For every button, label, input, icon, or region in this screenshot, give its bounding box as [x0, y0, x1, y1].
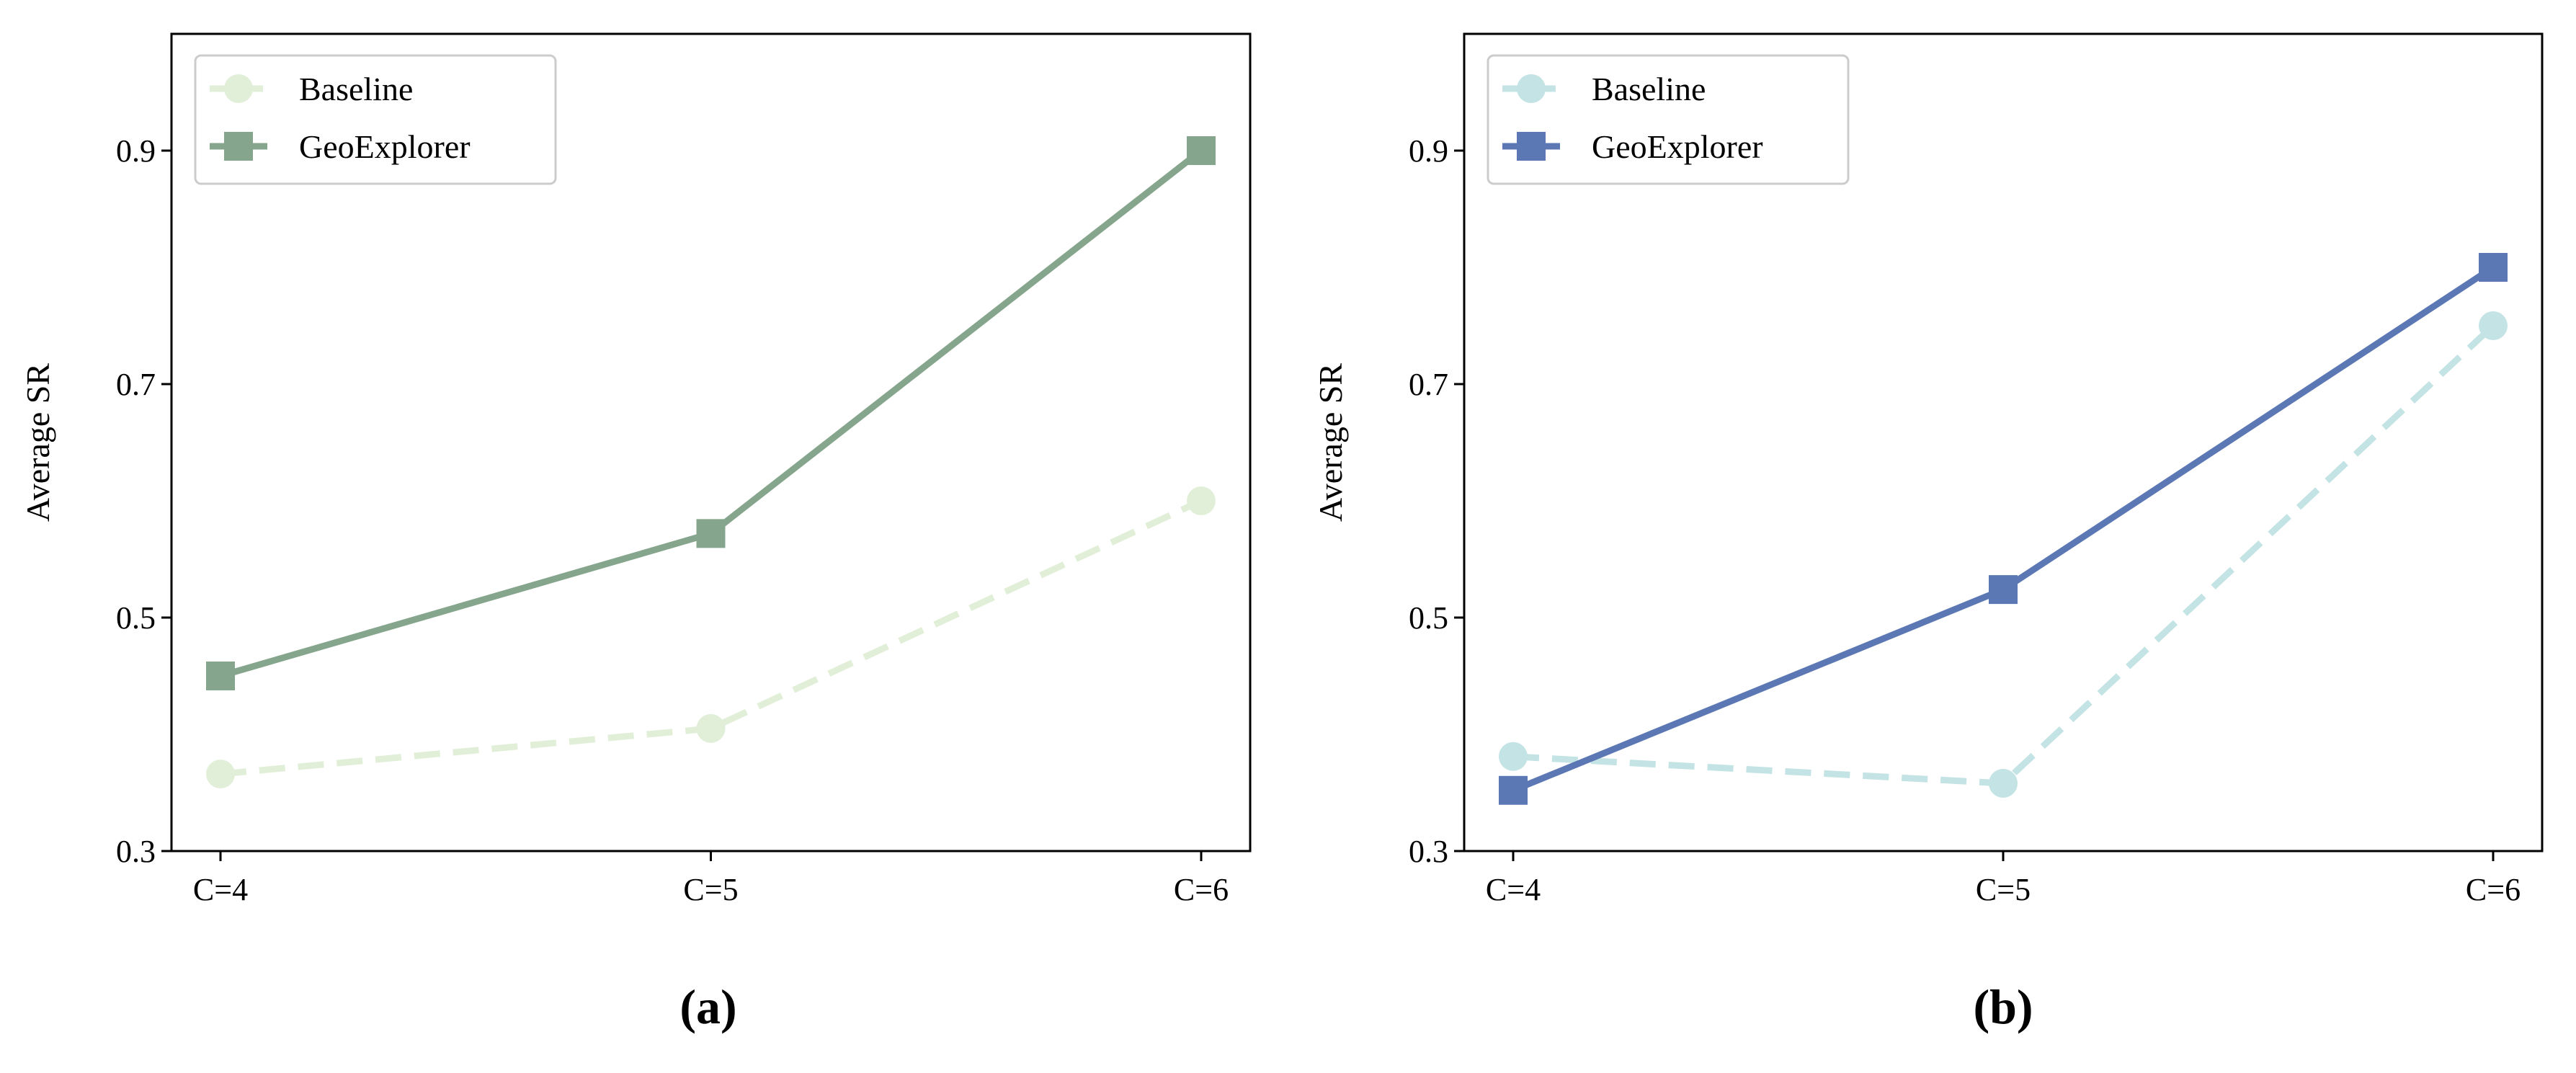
- legend-sample-geoexplorer-a: [210, 132, 267, 161]
- series-line-geoexplorer: [219, 148, 1203, 680]
- legend-box-a: [194, 54, 557, 185]
- x-tick-label: C=6: [1174, 872, 1229, 907]
- data-point-geoexplorer: [206, 662, 235, 690]
- y-tick-label: 0.9: [116, 133, 156, 169]
- y-tick-label: 0.5: [1409, 600, 1448, 636]
- legend-label-baseline-a: Baseline: [299, 71, 413, 107]
- legend-sample-baseline-a: [210, 74, 267, 103]
- legend-label-baseline-b: Baseline: [1592, 71, 1706, 107]
- legend-box-b: [1487, 54, 1850, 185]
- legend-b: Baseline GeoExplorer: [1487, 54, 1850, 185]
- data-point-baseline: [206, 760, 235, 789]
- legend-marker: [1517, 132, 1546, 161]
- data-point-baseline: [696, 713, 726, 743]
- data-point-geoexplorer: [1499, 775, 1528, 805]
- x-tick-label: C=5: [683, 872, 738, 907]
- caption-a: (a): [679, 979, 736, 1034]
- y-axis-title-b: Average SR: [1312, 363, 1349, 522]
- y-axis-title-a: Average SR: [19, 363, 56, 522]
- x-axis-a: C=4 C=5 C=6: [193, 851, 1229, 907]
- data-point-geoexplorer: [2479, 253, 2508, 282]
- data-point-baseline: [1989, 769, 2018, 798]
- data-point-geoexplorer: [696, 519, 726, 548]
- caption-b: (b): [1973, 979, 2033, 1034]
- chart-panel-b: Baseline GeoExplorer 0.3 0.5 0.7 0.9 C=4 C=5…: [1312, 32, 2544, 1034]
- y-tick-label: 0.5: [116, 600, 156, 636]
- legend-a: Baseline GeoExplorer: [194, 54, 557, 185]
- y-tick-label: 0.7: [1409, 367, 1448, 402]
- legend-marker: [1517, 74, 1546, 103]
- legend-marker: [224, 132, 253, 161]
- data-point-baseline: [1187, 486, 1216, 515]
- y-tick-label: 0.3: [1409, 834, 1448, 869]
- series-line-baseline: [1512, 323, 2496, 787]
- y-axis-b: 0.3 0.5 0.7 0.9: [1409, 133, 1464, 869]
- marks-a: [206, 136, 1216, 789]
- x-tick-label: C=4: [1486, 872, 1541, 907]
- data-point-baseline: [1499, 742, 1528, 771]
- x-tick-label: C=6: [2466, 872, 2521, 907]
- chart-panel-a: Baseline GeoExplorer 0.3 0.5 0.7 0.9 C=4 C=5…: [19, 32, 1252, 1034]
- data-point-geoexplorer: [1989, 575, 2018, 605]
- series-line-geoexplorer: [1512, 264, 2495, 793]
- y-tick-label: 0.3: [116, 834, 156, 869]
- y-tick-label: 0.7: [116, 367, 156, 402]
- legend-sample-geoexplorer-b: [1502, 132, 1560, 161]
- data-point-geoexplorer: [1187, 136, 1216, 165]
- legend-sample-baseline-b: [1502, 74, 1560, 103]
- legend-label-geoexplorer-a: GeoExplorer: [299, 128, 471, 165]
- x-axis-b: C=4 C=5 C=6: [1486, 851, 2521, 907]
- x-tick-label: C=5: [1976, 872, 2031, 907]
- legend-marker: [224, 74, 253, 103]
- y-axis-a: 0.3 0.5 0.7 0.9: [116, 133, 171, 869]
- x-tick-label: C=4: [193, 872, 248, 907]
- marks-b: [1499, 253, 2508, 805]
- data-point-baseline: [2479, 311, 2508, 340]
- y-tick-label: 0.9: [1409, 133, 1448, 169]
- legend-label-geoexplorer-b: GeoExplorer: [1592, 128, 1763, 165]
